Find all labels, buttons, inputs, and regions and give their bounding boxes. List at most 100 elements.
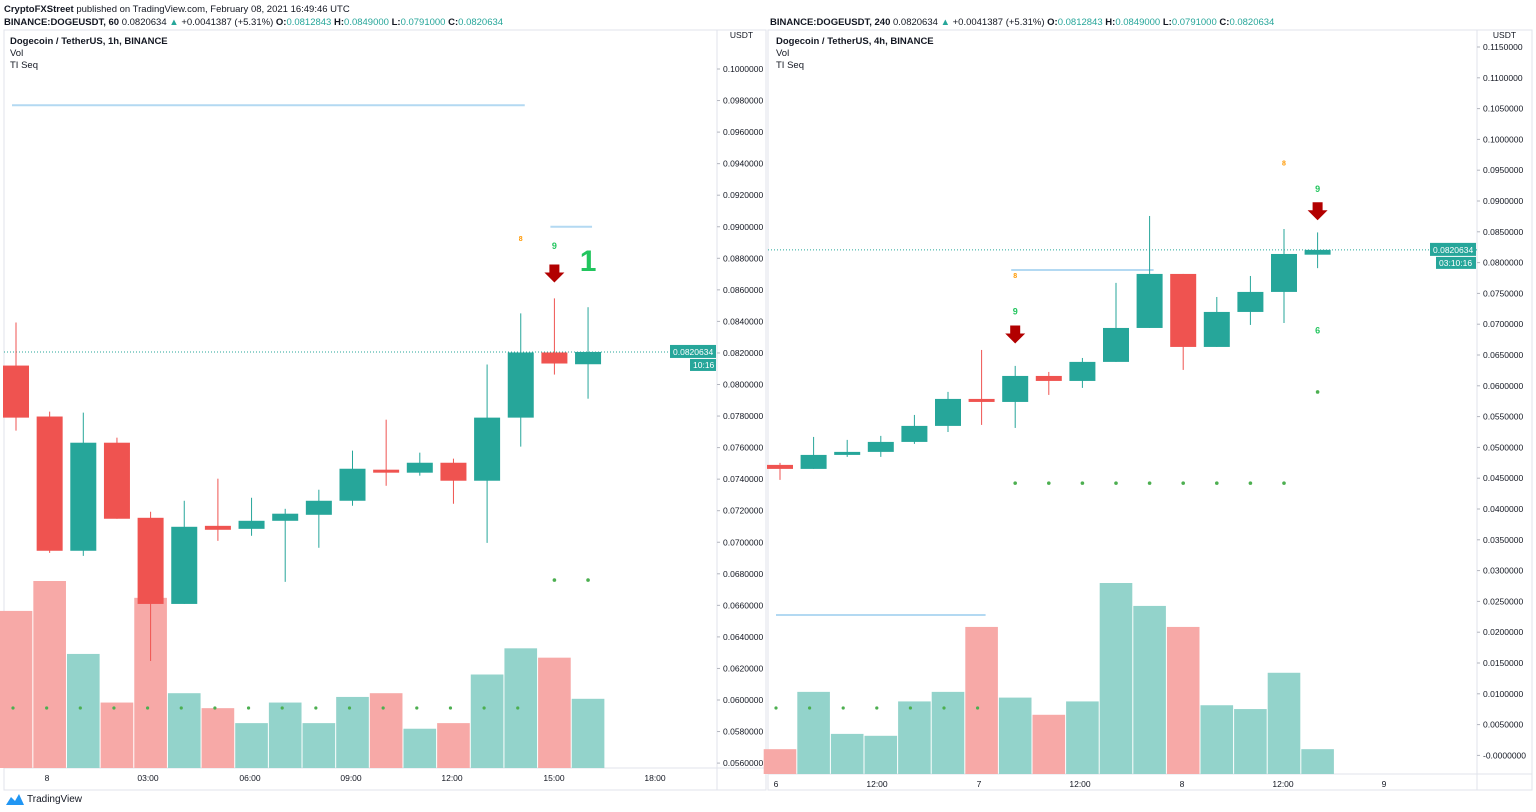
candle-body: [575, 351, 602, 365]
candle-body: [968, 398, 995, 402]
volume-bar: [201, 708, 235, 768]
candle: [507, 313, 534, 447]
study-vol[interactable]: Vol: [10, 48, 24, 59]
candle-body: [767, 464, 793, 469]
close: 0.0820634: [458, 17, 504, 28]
candle: [406, 452, 433, 476]
last-price: 0.0820634: [121, 17, 167, 28]
price-label-text: 0.0820634: [673, 347, 713, 357]
symbol: BINANCE:DOGEUSDT, 60: [4, 17, 120, 28]
y-tick-label: 0.0620000: [723, 663, 763, 673]
candle-body: [171, 526, 198, 604]
volume-bar: [998, 697, 1032, 774]
candle-body: [204, 525, 231, 530]
td-dot: [1080, 481, 1085, 485]
change: +0.0041387 (+5.31%): [181, 17, 274, 28]
volume-bar: [1133, 605, 1166, 774]
td-dot: [1248, 481, 1253, 485]
x-tick-label: 12:00: [1069, 779, 1091, 789]
candle-body: [238, 520, 265, 529]
x-tick-label: 7: [977, 779, 982, 789]
candle-body: [1002, 375, 1029, 402]
td-dot: [875, 706, 879, 710]
candle-body: [1237, 291, 1264, 312]
candle-body: [541, 352, 568, 364]
volume-bar: [336, 696, 369, 768]
candle-body: [137, 517, 164, 604]
candle: [901, 414, 928, 444]
y-tick-label: 0.0560000: [723, 758, 763, 768]
td-dot: [1282, 481, 1286, 485]
volume-bar: [965, 626, 998, 774]
study-vol[interactable]: Vol: [776, 48, 790, 59]
candle: [238, 497, 265, 536]
candle-body: [1271, 253, 1297, 292]
td-dot: [552, 578, 557, 582]
y-tick-label: 0.0600000: [1483, 381, 1523, 391]
pane-frame: [3, 29, 767, 791]
td-count-label: 9: [1013, 306, 1018, 316]
price-label-badge: [1430, 242, 1476, 256]
y-tick-label: 0.0720000: [723, 506, 763, 516]
y-tick-label: 0.0300000: [1483, 566, 1523, 576]
candle: [440, 458, 467, 504]
td-dot: [1147, 481, 1152, 485]
symbol: BINANCE:DOGEUSDT, 240: [770, 17, 891, 28]
volume-bar: [504, 648, 538, 768]
y-tick-label: 0.0050000: [1483, 720, 1523, 730]
candle: [171, 500, 198, 604]
y-tick-label: 0.0700000: [1483, 319, 1523, 329]
volume-bar: [571, 698, 605, 768]
y-tick-label: 0.0950000: [1483, 165, 1523, 175]
y-tick-label: 0.0450000: [1483, 473, 1523, 483]
y-tick-label: 0.0760000: [723, 443, 763, 453]
y-tick-label: 0.0900000: [723, 222, 763, 232]
y-tick-label: 0.1000000: [1483, 134, 1523, 144]
candle: [800, 436, 827, 469]
candle-body: [406, 462, 433, 473]
study-ti-seq[interactable]: TI Seq: [776, 60, 804, 71]
pane-legend-left: Dogecoin / TetherUS, 1h, BINANCE Vol TI …: [10, 36, 168, 72]
symbol-header-right: BINANCE:DOGEUSDT, 240 0.0820634 ▲ +0.004…: [770, 17, 1275, 28]
publish-text: published on TradingView.com, February 0…: [76, 4, 350, 15]
candle-body: [800, 454, 827, 469]
axis-unit-label: USDT: [730, 30, 753, 40]
x-tick-label: 03:00: [137, 773, 159, 783]
y-tick-label: 0.0580000: [723, 727, 763, 737]
sell-arrow-icon: [1005, 325, 1026, 344]
candle-body: [1136, 273, 1163, 328]
y-tick-label: 0.0900000: [1483, 196, 1523, 206]
td-dot: [516, 706, 520, 710]
candle-body: [103, 442, 130, 519]
candle-body: [1170, 273, 1197, 347]
candle: [834, 439, 861, 457]
td-dot: [347, 706, 352, 710]
x-tick-label: 15:00: [543, 773, 565, 783]
volume-bar: [33, 581, 66, 768]
study-ti-seq[interactable]: TI Seq: [10, 60, 38, 71]
countdown-text: 03:10:16: [1439, 258, 1472, 268]
x-tick-label: 8: [1180, 779, 1185, 789]
candle-body: [339, 468, 366, 501]
candle: [867, 435, 894, 457]
td-dot: [11, 706, 15, 710]
candle-body: [935, 398, 961, 426]
volume-bar: [931, 691, 965, 774]
y-tick-label: 0.0780000: [723, 411, 763, 421]
y-tick-label: 0.0200000: [1483, 627, 1523, 637]
tradingview-logo[interactable]: TradingView: [6, 793, 82, 805]
series-title[interactable]: Dogecoin / TetherUS, 1h, BINANCE: [10, 36, 168, 47]
candle-body: [867, 441, 894, 452]
candle-body: [1035, 375, 1062, 381]
x-tick-label: 6: [774, 779, 779, 789]
series-title[interactable]: Dogecoin / TetherUS, 4h, BINANCE: [776, 36, 934, 47]
y-tick-label: 0.0250000: [1483, 596, 1523, 606]
triangle-up-icon: ▲: [940, 17, 950, 28]
sell-arrow-icon: [1307, 202, 1328, 221]
candle: [935, 391, 961, 432]
triangle-up-icon: ▲: [169, 17, 179, 28]
candle: [1103, 282, 1129, 362]
volume-bar: [268, 702, 302, 768]
y-tick-label: 0.0550000: [1483, 412, 1523, 422]
